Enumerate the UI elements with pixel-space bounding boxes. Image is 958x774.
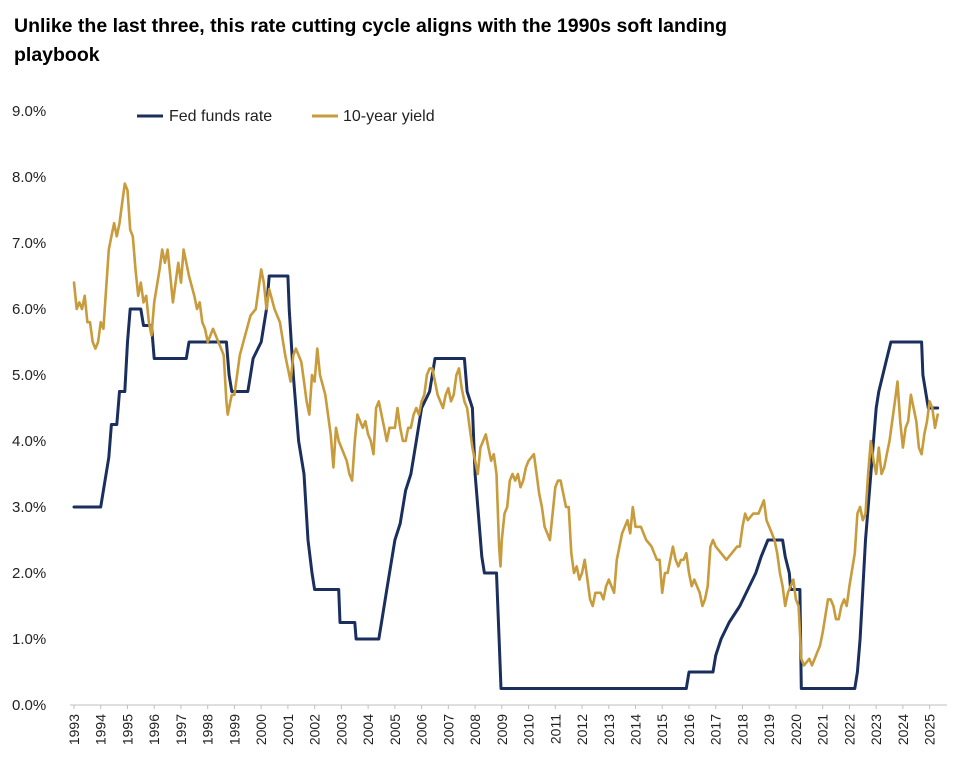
x-tick-label: 1994 [93,714,109,745]
x-tick-label: 2019 [761,714,777,745]
y-tick-label: 5.0% [12,367,46,384]
x-tick-label: 2006 [414,714,430,745]
x-tick-label: 2021 [815,714,831,745]
x-tick-label: 2010 [521,714,537,745]
x-tick-label: 2004 [360,714,376,745]
y-tick-label: 2.0% [12,565,46,582]
x-tick-label: 2002 [307,714,323,745]
x-tick-label: 2020 [788,714,804,745]
axes: 0.0% 1.0% 2.0% 3.0% 4.0% 5.0% 6.0% 7.0% 8.0% 9.0%… [12,103,947,745]
y-tick-label: 7.0% [12,235,46,252]
x-tick-label: 1995 [119,714,135,745]
x-tick-label: 2013 [601,714,617,745]
x-tick-label: 2003 [333,714,349,745]
x-tick-label: 2005 [387,714,403,745]
x-tick-label: 1998 [200,714,216,745]
chart-title: Unlike the last three, this rate cutting… [14,15,728,66]
x-tick-label: 2023 [868,714,884,745]
x-tick-label: 1997 [173,714,189,745]
series-line-10-year-yield [72,182,939,667]
x-tick-label: 2024 [895,714,911,745]
x-tick-label: 2018 [734,714,750,745]
x-tick-label: 1999 [226,714,242,745]
series-line-fed-funds-rate [72,274,940,690]
y-tick-label: 8.0% [12,169,46,186]
y-tick-label: 4.0% [12,433,46,450]
x-tick-label: 2022 [841,714,857,745]
x-tick-label: 2014 [628,714,644,745]
x-tick-label: 2011 [547,714,563,744]
x-tick-label: 1996 [146,714,162,745]
x-tick-label: 2000 [253,714,269,745]
y-tick-label: 1.0% [12,631,46,648]
x-tick-label: 2012 [574,714,590,745]
x-tick-label: 2015 [654,714,670,745]
legend-label-10-year-yield: 10-year yield [343,108,435,125]
y-tick-label: 0.0% [12,697,46,714]
x-tick-label: 2001 [280,714,296,745]
x-tick-label: 2016 [681,714,697,745]
y-tick-label: 9.0% [12,103,46,120]
y-tick-label: 6.0% [12,301,46,318]
y-tick-label: 3.0% [12,499,46,516]
legend-label-fed-funds: Fed funds rate [169,108,272,125]
legend: Fed funds rate 10-year yield [137,108,435,125]
x-tick-label: 2017 [708,714,724,745]
x-tick-label: 2025 [922,714,938,745]
x-tick-label: 2009 [494,714,510,745]
x-tick-label: 2008 [467,714,483,745]
x-tick-label: 1993 [66,714,82,745]
plot-area [72,182,940,690]
x-tick-label: 2007 [440,714,456,745]
